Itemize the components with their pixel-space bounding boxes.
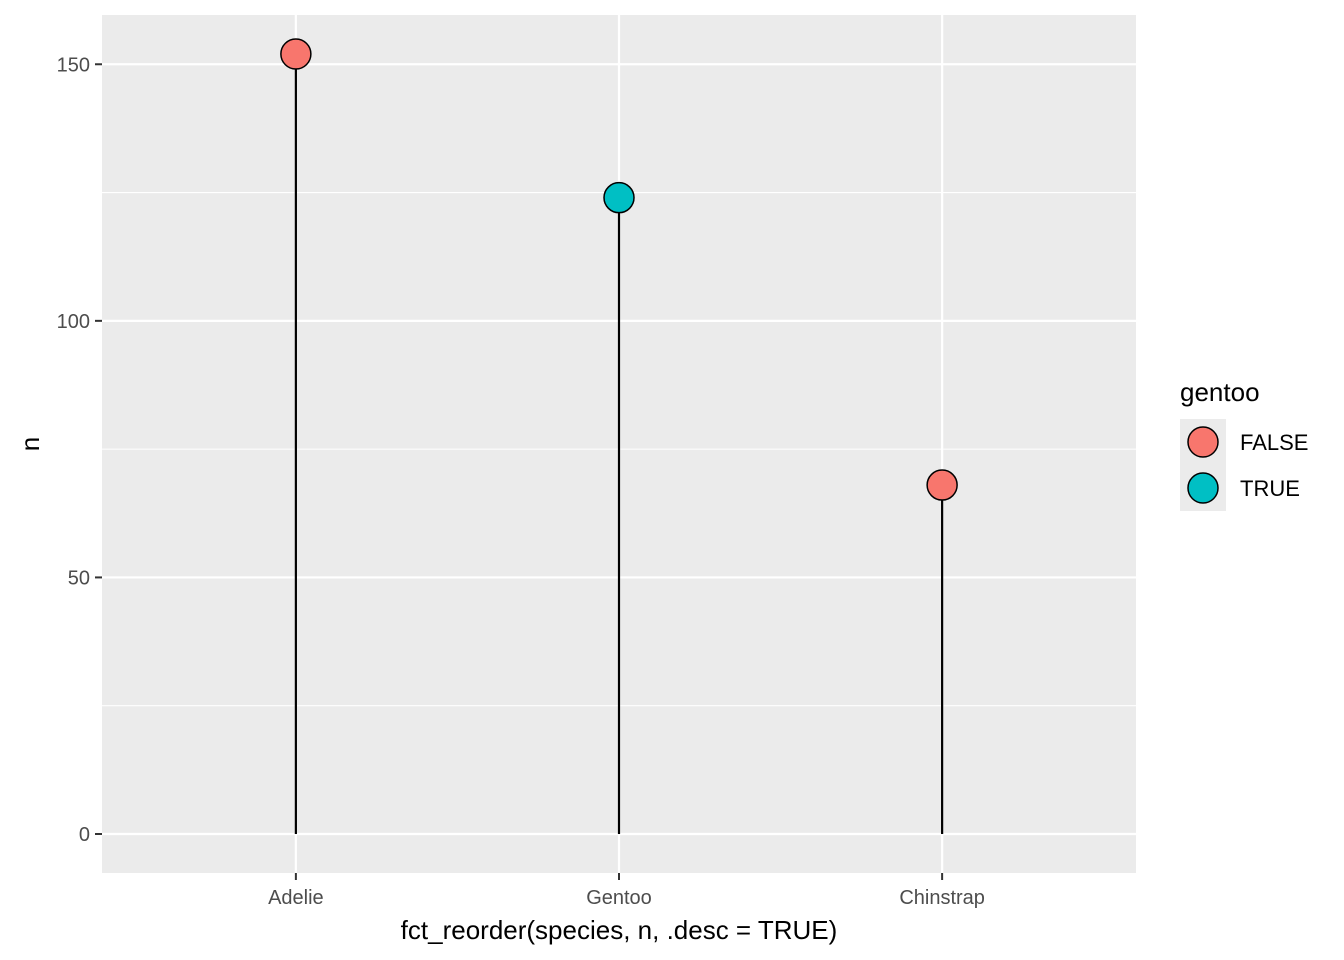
y-tick-label: 50 [68,567,90,589]
legend-key [1187,472,1219,504]
x-tick-label: Chinstrap [899,887,985,909]
y-tick-label: 150 [57,54,90,76]
legend-key [1187,426,1219,458]
stems [294,54,944,834]
data-point [603,181,635,214]
y-tick-label: 0 [79,824,90,846]
points [280,38,958,501]
x-tick-label: Adelie [268,887,324,909]
x-axis-title: fct_reorder(species, n, .desc = TRUE) [401,915,838,945]
data-point [280,38,312,70]
legend-label: FALSE [1240,430,1308,455]
x-axis-ticks: Adelie Gentoo Chinstrap [268,873,985,909]
y-axis-title: n [15,437,45,451]
legend: gentoo FALSE TRUE [1180,377,1308,511]
legend-entries: FALSE TRUE [1187,426,1308,504]
data-point [926,469,958,501]
legend-label: TRUE [1240,476,1300,501]
y-axis-ticks: 0 50 100 150 [57,54,102,846]
legend-title: gentoo [1180,377,1260,407]
x-tick-label: Gentoo [586,887,652,909]
y-tick-label: 100 [57,311,90,333]
